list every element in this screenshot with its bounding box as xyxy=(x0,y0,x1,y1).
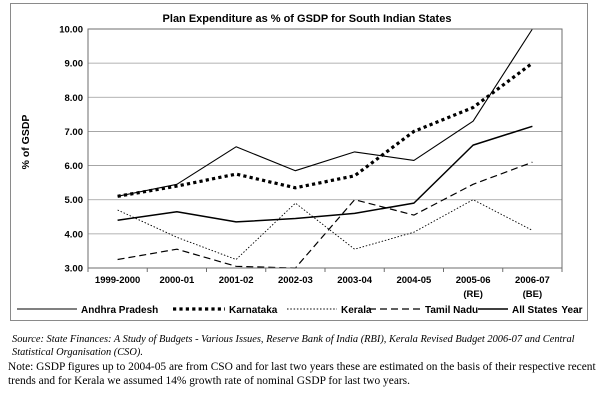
legend-label-tamil-nadu: Tamil Nadu xyxy=(425,305,478,316)
source-label: Source: xyxy=(12,334,44,345)
y-tick-label: 6.00 xyxy=(65,161,84,172)
series-line-karnataka xyxy=(117,61,534,198)
x-tick-label: 1999-2000 xyxy=(95,275,140,286)
x-tick-label: 2006-07 (BE) xyxy=(515,275,550,300)
source-note: Source: State Finances: A Study of Budge… xyxy=(12,333,596,359)
source-text: State Finances: A Study of Budgets - Var… xyxy=(12,334,575,358)
y-tick-label: 5.00 xyxy=(65,195,84,206)
chart-frame: Plan Expenditure as % of GSDP for South … xyxy=(10,3,588,321)
series-line-andhra-pradesh xyxy=(117,28,533,197)
y-tick-label: 3.00 xyxy=(65,264,84,275)
x-tick-label: 2002-03 xyxy=(278,275,313,286)
legend-label-all-states: All States xyxy=(512,305,558,316)
y-axis-label: % of GSDP xyxy=(20,115,32,170)
legend-label-kerala: Kerala xyxy=(341,305,372,316)
plot-area xyxy=(87,28,563,269)
chart-title: Plan Expenditure as % of GSDP for South … xyxy=(163,13,452,25)
x-tick-label: 2004-05 xyxy=(396,275,432,286)
series-line-tamil-nadu xyxy=(117,161,533,269)
x-tick-label: 2001-02 xyxy=(219,275,254,286)
x-axis-label: Year xyxy=(561,305,582,316)
y-tick-label: 8.00 xyxy=(65,93,84,104)
y-tick-label: 4.00 xyxy=(65,229,84,240)
x-tick-label: 2000-01 xyxy=(159,275,195,286)
y-tick-label: 9.00 xyxy=(65,59,84,70)
x-tick-label: 2005-06 (RE) xyxy=(456,275,491,300)
y-tick-label: 7.00 xyxy=(65,127,84,138)
series-line-kerala xyxy=(117,199,533,260)
note-label: Note: xyxy=(8,361,34,373)
line-chart: Plan Expenditure as % of GSDP for South … xyxy=(17,13,583,316)
legend-label-karnataka: Karnataka xyxy=(229,305,278,316)
series-line-all-states xyxy=(117,125,533,223)
note-text: GSDP figures up to 2004-05 are from CSO … xyxy=(8,361,596,387)
y-tick-label: 10.00 xyxy=(59,25,83,36)
x-tick-label: 2003-04 xyxy=(337,275,373,286)
legend-label-andhra-pradesh: Andhra Pradesh xyxy=(81,305,158,316)
footnote: Note: GSDP figures up to 2004-05 are fro… xyxy=(8,361,596,388)
